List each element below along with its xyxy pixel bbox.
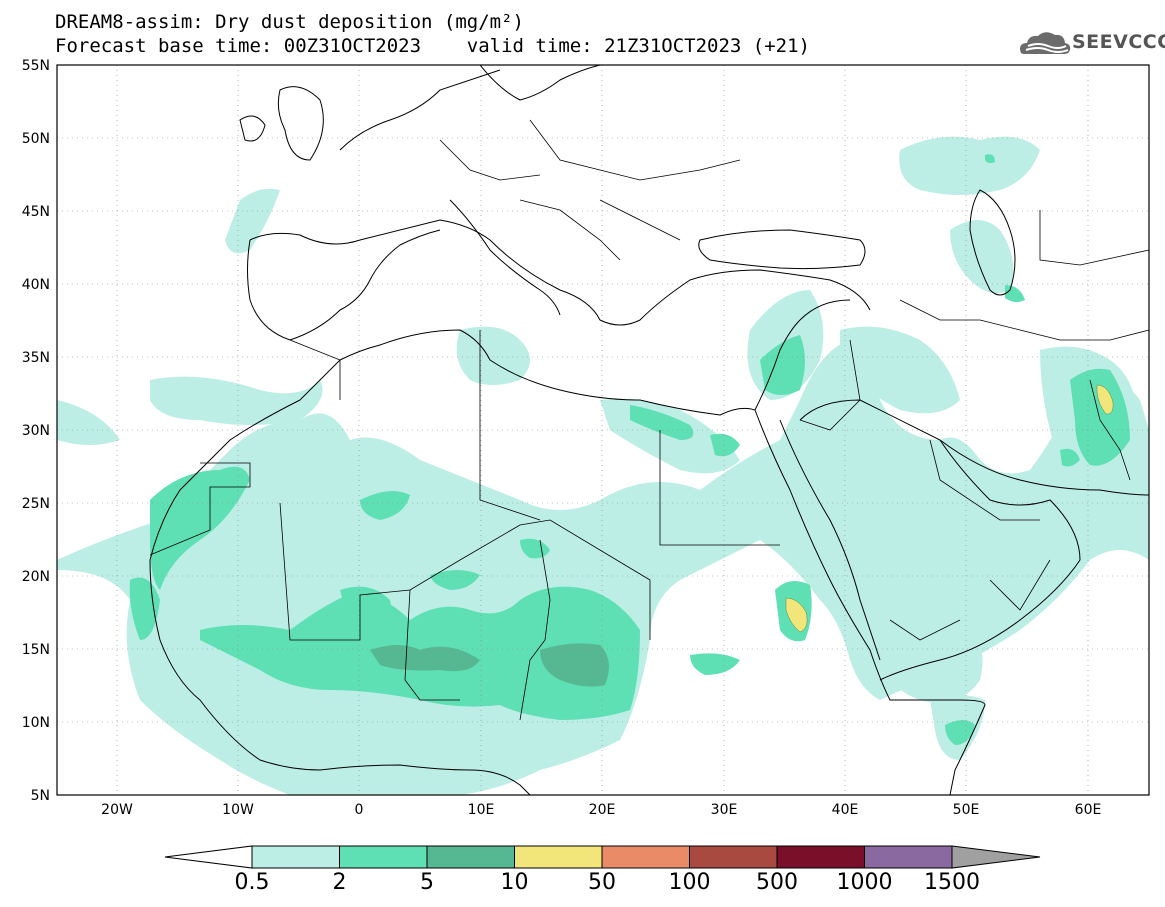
lat-label: 55N [22, 58, 50, 74]
coastlines [149, 65, 1149, 795]
lon-label: 20W [101, 802, 133, 818]
colorbar [164, 845, 1041, 869]
colorbar-swatch [251, 845, 340, 869]
lon-label: 40E [832, 802, 859, 818]
lat-label: 20N [22, 569, 50, 585]
lon-label: 30E [711, 802, 738, 818]
graticule [57, 65, 1149, 795]
colorbar-swatch [514, 845, 603, 869]
map-frame [56, 64, 1150, 796]
colorbar-label: 1000 [836, 870, 893, 895]
map-title: DREAM8-assim: Dry dust deposition (mg/m²… [55, 11, 524, 33]
deposition-dark [370, 643, 609, 687]
lon-axis: 20W 10W 0 10E 20E 30E 40E 50E 60E [101, 802, 1101, 818]
colorbar-left-arrow [164, 845, 253, 869]
lat-label: 25N [22, 496, 50, 512]
lon-label: 10E [468, 802, 495, 818]
colorbar-label: 50 [588, 870, 616, 895]
colorbar-label: 500 [756, 870, 798, 895]
lat-label: 10N [22, 715, 50, 731]
colorbar-swatch [689, 845, 778, 869]
colorbar-label: 10 [500, 870, 529, 895]
lat-label: 40N [22, 277, 50, 293]
colorbar-swatch [339, 845, 428, 869]
colorbar-swatch [601, 845, 690, 869]
deposition-high [785, 384, 1114, 633]
dust-fields [57, 136, 1149, 795]
lat-label: 45N [22, 204, 50, 220]
logo-text: SEEVCCC [1072, 31, 1165, 53]
borders [149, 119, 1149, 721]
lon-label: 60E [1075, 802, 1102, 818]
colorbar-label: 1500 [924, 870, 980, 895]
colorbar-swatch [864, 845, 953, 869]
lat-axis: 55N 50N 45N 40N 35N 30N 25N 20N 15N 10N … [22, 58, 50, 804]
lat-label: 15N [22, 642, 50, 658]
colorbar-label: 2 [332, 870, 347, 895]
colorbar-right-arrow [951, 845, 1041, 869]
cloud-logo-icon [1020, 32, 1071, 54]
colorbar-label: 5 [420, 870, 434, 895]
lat-label: 35N [22, 350, 50, 366]
colorbar-swatch [426, 845, 515, 869]
forecast-times: Forecast base time: 00Z31OCT2023 valid t… [55, 35, 810, 57]
lat-label: 30N [22, 423, 50, 439]
lon-label: 0 [355, 802, 364, 818]
colorbar-label: 0.5 [234, 870, 270, 895]
lon-label: 20E [589, 802, 616, 818]
lat-label: 50N [22, 131, 50, 147]
colorbar-swatch [776, 845, 865, 869]
lon-label: 10W [222, 802, 254, 818]
lon-label: 50E [953, 802, 980, 818]
colorbar-label: 100 [668, 870, 711, 895]
lat-label: 5N [31, 788, 50, 804]
